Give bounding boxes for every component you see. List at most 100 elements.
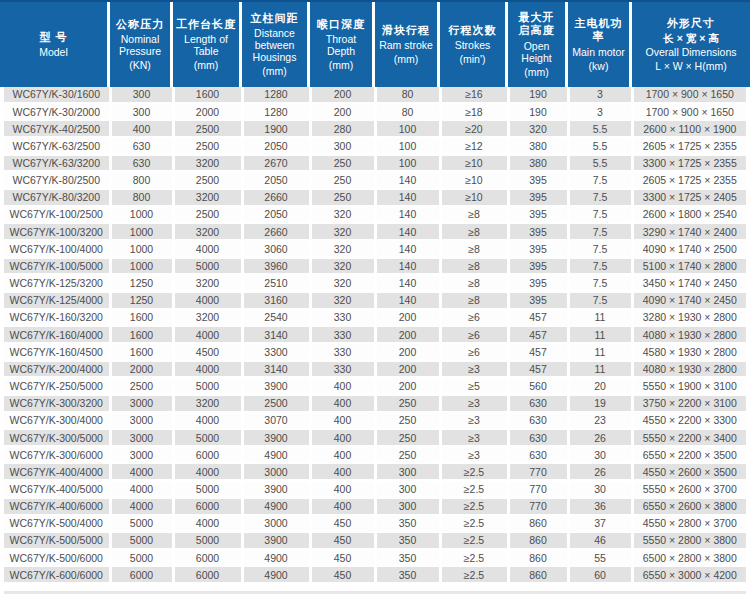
- table-row: WC67Y/K-100/3200100032002660320140≥83957…: [0, 224, 750, 241]
- table-cell: ≥10: [442, 156, 507, 171]
- table-cell: 6000: [175, 499, 241, 514]
- model-cell: WC67Y/K-80/3200: [4, 190, 109, 205]
- table-cell: 7.5: [570, 259, 631, 274]
- table-cell: 395: [510, 293, 567, 308]
- table-cell: 280: [312, 121, 374, 136]
- table-cell: 2670: [244, 156, 309, 171]
- table-cell: 3300: [244, 344, 309, 359]
- table-cell: 2050: [244, 173, 309, 188]
- table-cell: 250: [377, 413, 439, 428]
- table-cell: 300: [377, 482, 439, 497]
- model-cell: WC67Y/K-600/6000: [4, 567, 109, 582]
- table-cell: 3070: [244, 413, 309, 428]
- table-cell: 5550 × 1900 × 3100: [634, 379, 747, 394]
- table-header: 型 号Model公称压力Nominal Pressure(KN)工作台长度Len…: [0, 0, 750, 87]
- column-header-unit: (KN): [129, 59, 151, 71]
- table-cell: 250: [377, 396, 439, 411]
- table-cell: ≥8: [442, 259, 507, 274]
- table-cell: 400: [312, 396, 374, 411]
- table-cell: 4090 × 1740 × 2500: [634, 241, 747, 256]
- model-cell: WC67Y/K-160/4500: [4, 344, 109, 359]
- column-header-7: 行程次数Strokes(min'): [440, 2, 508, 87]
- column-header-4: 立柱间距Distance between Housings(mm): [242, 2, 310, 87]
- table-row: WC67Y/K-100/4000100040003060320140≥83957…: [0, 241, 750, 258]
- table-cell: 4000: [175, 241, 241, 256]
- table-cell: 4000: [175, 464, 241, 479]
- table-row: WC67Y/K-500/6000500060004900450350≥2.586…: [0, 550, 750, 567]
- table-cell: 200: [312, 104, 374, 119]
- table-cell: 140: [377, 259, 439, 274]
- column-header-zh: 滑块行程: [382, 24, 430, 37]
- table-cell: 2660: [244, 190, 309, 205]
- table-cell: 630: [112, 156, 172, 171]
- table-cell: 450: [312, 533, 374, 548]
- table-cell: 3000: [112, 430, 172, 445]
- table-cell: 3: [570, 104, 631, 119]
- table-cell: 395: [510, 259, 567, 274]
- table-cell: 36: [570, 499, 631, 514]
- model-cell: WC67Y/K-500/6000: [4, 550, 109, 565]
- table-cell: 457: [510, 362, 567, 377]
- table-cell: ≥3: [442, 447, 507, 462]
- column-header-zh: 行程次数: [449, 24, 497, 37]
- table-cell: 2050: [244, 138, 309, 153]
- column-header-en: Length of Table: [174, 33, 238, 57]
- table-cell: 770: [510, 482, 567, 497]
- table-row: WC67Y/K-100/5000100050003960320140≥83957…: [0, 259, 750, 276]
- table-cell: 330: [312, 362, 374, 377]
- column-header-zh: 立柱间距: [251, 12, 299, 25]
- table-cell: 2500: [175, 121, 241, 136]
- table-cell: ≥8: [442, 293, 507, 308]
- column-header-unit: (min'): [460, 53, 486, 65]
- table-cell: ≥8: [442, 224, 507, 239]
- table-cell: 5550 × 2600 × 3700: [634, 482, 747, 497]
- table-row: WC67Y/K-300/3200300032002500400250≥36301…: [0, 396, 750, 413]
- table-cell: 7.5: [570, 207, 631, 222]
- table-cell: 250: [312, 173, 374, 188]
- table-row: WC67Y/K-500/4000500040003000450350≥2.586…: [0, 516, 750, 533]
- table-cell: 320: [312, 241, 374, 256]
- table-cell: 4000: [175, 327, 241, 342]
- table-cell: ≥3: [442, 362, 507, 377]
- column-header-zh: 工作台长度: [176, 18, 236, 31]
- table-cell: 450: [312, 567, 374, 582]
- table-cell: 3200: [175, 190, 241, 205]
- table-cell: 860: [510, 550, 567, 565]
- table-row: WC67Y/K-400/5000400050003900400300≥2.577…: [0, 482, 750, 499]
- table-cell: 400: [312, 379, 374, 394]
- table-cell: 140: [377, 276, 439, 291]
- model-cell: WC67Y/K-100/4000: [4, 241, 109, 256]
- table-cell: 2000: [112, 362, 172, 377]
- model-cell: WC67Y/K-63/3200: [4, 156, 109, 171]
- table-cell: 4550 × 2800 × 3700: [634, 516, 747, 531]
- column-header-zh2: 长 × 宽 × 高: [663, 32, 718, 44]
- table-cell: 4550 × 2200 × 3300: [634, 413, 747, 428]
- column-header-en: Throat Depth: [311, 33, 371, 57]
- table-cell: ≥2.5: [442, 550, 507, 565]
- table-cell: 4500: [175, 344, 241, 359]
- table-cell: 5.5: [570, 138, 631, 153]
- column-header-3: 工作台长度Length of Table(mm): [173, 2, 242, 87]
- table-cell: 4080 × 1930 × 2800: [634, 327, 747, 342]
- table-cell: 350: [377, 533, 439, 548]
- table-cell: 23: [570, 413, 631, 428]
- table-cell: 7.5: [570, 224, 631, 239]
- table-cell: 2510: [244, 276, 309, 291]
- table-cell: 350: [377, 550, 439, 565]
- model-cell: WC67Y/K-100/2500: [4, 207, 109, 222]
- table-cell: 395: [510, 173, 567, 188]
- table-cell: 6500 × 2800 × 3800: [634, 550, 747, 565]
- model-cell: WC67Y/K-400/5000: [4, 482, 109, 497]
- table-cell: 380: [510, 138, 567, 153]
- table-cell: 80: [377, 104, 439, 119]
- column-header-zh: 最大开 启高度: [519, 11, 555, 36]
- table-row: WC67Y/K-100/2500100025002050320140≥83957…: [0, 207, 750, 224]
- table-cell: ≥2.5: [442, 567, 507, 582]
- table-cell: 395: [510, 224, 567, 239]
- table-cell: 4000: [175, 413, 241, 428]
- table-cell: 11: [570, 362, 631, 377]
- table-cell: 560: [510, 379, 567, 394]
- table-cell: 20: [570, 379, 631, 394]
- table-cell: 60: [570, 567, 631, 582]
- table-cell: 2605 × 1725 × 2355: [634, 173, 747, 188]
